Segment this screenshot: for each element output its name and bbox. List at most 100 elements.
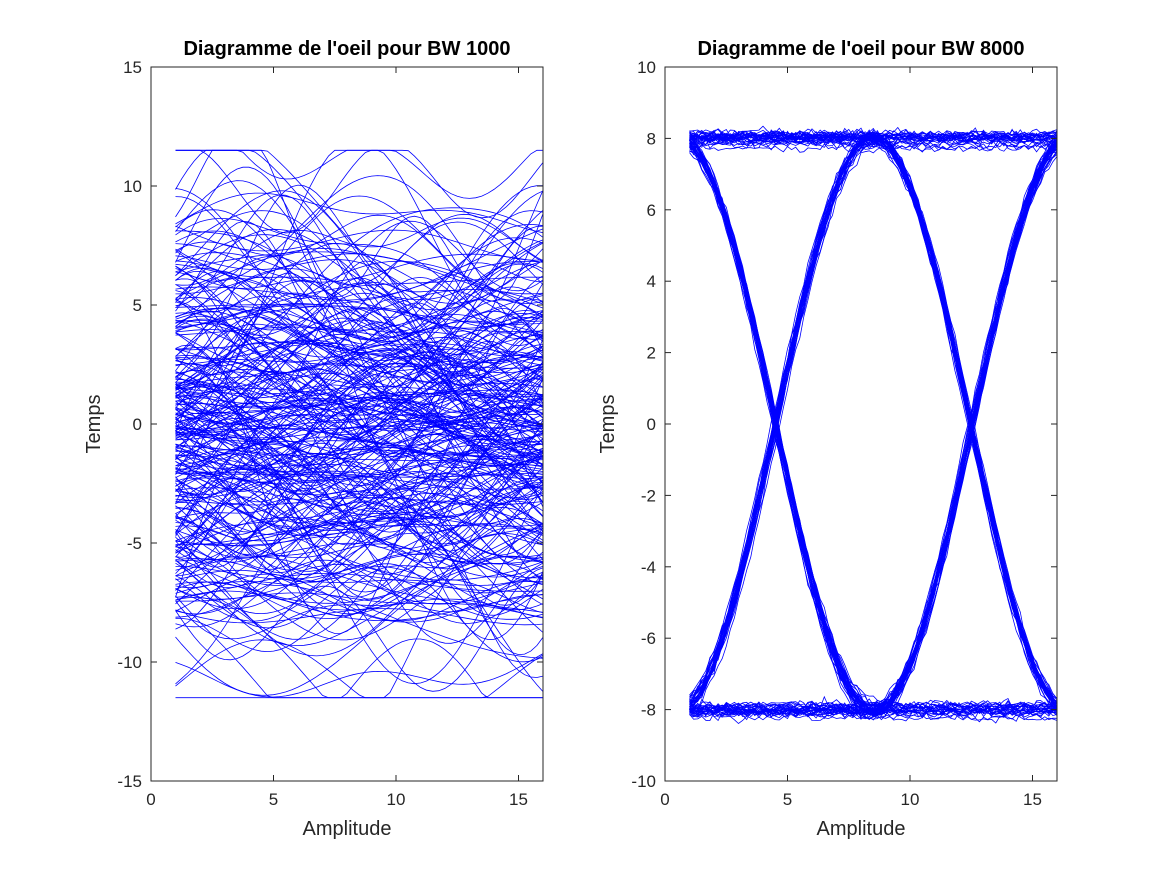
eye-trace [175,553,544,600]
y-tick-label: 6 [647,201,656,220]
eye-trace [175,519,544,583]
eye-trace [175,268,544,355]
eye-trace [175,405,544,469]
eye-trace [689,131,1057,713]
eye-trace [175,477,544,575]
eye-trace [175,372,544,441]
y-tick-label: 10 [123,177,142,196]
eye-trace [175,425,544,441]
eye-trace [175,369,544,416]
y-tick-label: 15 [123,58,142,77]
y-tick-label: 10 [637,58,656,77]
x-tick-label: 10 [901,790,920,809]
axis-ticks: 0 5 10 15 -10 -8 -6 -4 -2 0 2 4 6 8 10 [631,58,1057,809]
eye-trace [175,394,544,428]
eye-trace [175,487,544,644]
eye-trace [175,331,544,387]
eye-trace [175,433,544,581]
x-axis-label: Amplitude [817,818,906,840]
eye-trace [175,397,544,430]
eye-trace [175,196,544,299]
axis-ticks: 0 5 10 15 -15 -10 -5 0 5 10 15 [117,58,543,809]
eye-trace [175,592,544,618]
eye-trace [175,263,544,376]
eye-trace [175,490,544,633]
subplot-bw-1000: Diagramme de l'oeil pour BW 1000 0 5 10 15 -… [83,38,544,840]
eye-trace [175,417,544,456]
eye-trace [175,525,544,604]
eye-trace [175,446,544,479]
eye-trace [175,313,544,417]
eye-trace [175,467,544,685]
y-tick-label: 8 [647,129,656,148]
eye-trace [175,278,544,396]
eye-trace [175,305,544,328]
x-tick-label: 0 [146,790,155,809]
eye-trace [689,132,1058,698]
eye-trace [175,555,544,696]
eye-trace [175,368,544,438]
eye-trace [175,230,544,333]
eye-trace [175,581,544,659]
eye-trace [689,152,1058,703]
eye-trace [175,386,544,600]
eye-trace [175,251,544,309]
eye-trace [175,230,544,334]
eye-trace [175,357,544,433]
eye-trace [175,363,544,549]
eye-trace [175,297,544,385]
eye-trace [175,506,544,617]
eye-trace [175,596,543,699]
eye-trace [689,144,1058,709]
eye-trace [175,411,544,508]
eye-trace [175,433,544,615]
eye-trace [175,218,544,340]
x-tick-label: 5 [783,790,792,809]
eye-trace [175,450,544,615]
eye-trace [175,305,544,505]
subplot-title: Diagramme de l'oeil pour BW 8000 [697,38,1024,60]
eye-trace [175,362,544,427]
eye-trace [175,638,543,699]
eye-trace [689,137,1058,724]
eye-traces [175,149,544,699]
eye-trace [175,192,544,234]
eye-trace [175,405,544,445]
y-tick-label: -5 [127,534,142,553]
eye-trace [175,355,544,416]
x-axis-label: Amplitude [303,818,392,840]
eye-trace [175,567,544,692]
eye-trace [175,180,544,343]
eye-trace [175,487,544,520]
y-tick-label: 5 [133,296,142,315]
y-axis-label: Temps [597,395,619,454]
eye-traces [689,125,1058,725]
eye-trace [175,261,544,301]
eye-trace [175,480,544,581]
y-tick-label: -2 [641,486,656,505]
x-tick-label: 15 [1023,790,1042,809]
eye-trace [175,449,544,565]
eye-trace [175,483,544,653]
x-tick-label: 0 [660,790,669,809]
eye-trace [689,135,1058,148]
eye-trace [689,151,1058,712]
eye-trace [175,562,544,647]
y-tick-label: 0 [133,415,142,434]
eye-trace [689,151,1058,711]
eye-trace [175,472,544,478]
eye-trace [175,393,544,409]
x-tick-label: 5 [269,790,278,809]
eye-trace [175,467,544,570]
eye-trace [175,307,544,418]
eye-trace [175,237,544,333]
eye-trace [175,270,544,347]
eye-trace [175,268,544,367]
y-tick-label: -8 [641,701,656,720]
eye-trace [175,473,544,548]
eye-trace [175,419,544,476]
eye-trace [175,217,544,286]
eye-trace [175,299,544,415]
eye-trace [175,280,544,565]
eye-trace [175,417,544,506]
